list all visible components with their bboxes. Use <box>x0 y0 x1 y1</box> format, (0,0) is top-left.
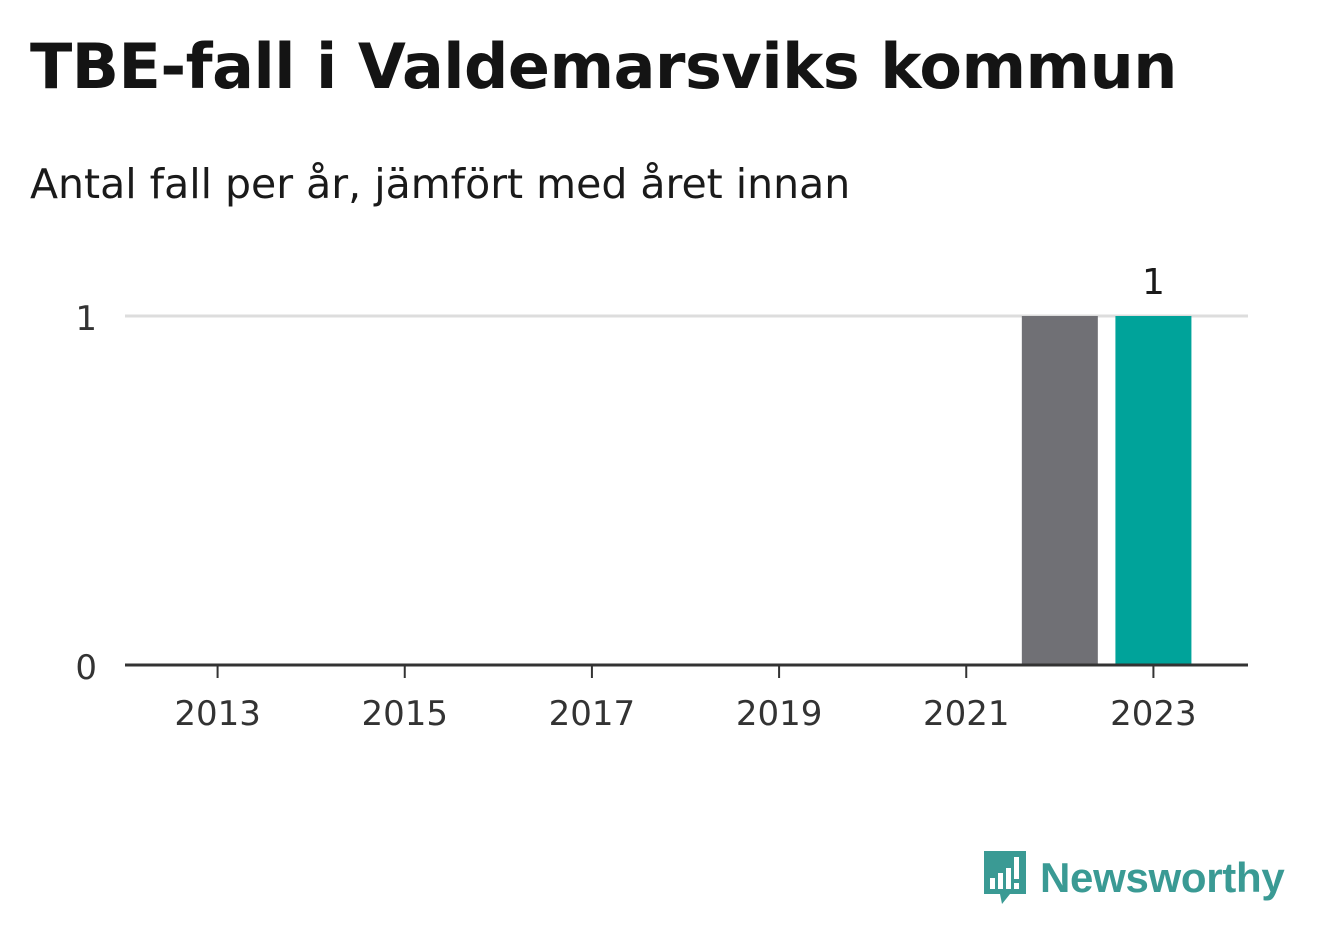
bar-2022-previous <box>1021 316 1098 665</box>
y-tick-label-0: 0 <box>75 648 97 688</box>
x-tick-label-2015: 2015 <box>361 694 448 734</box>
newsworthy-logo: Newsworthy <box>980 848 1285 908</box>
data-label-2023: 1 <box>1142 262 1165 303</box>
x-tick-label-2019: 2019 <box>736 694 823 734</box>
newsworthy-logo-icon <box>984 851 1026 904</box>
x-tick-label-2021: 2021 <box>923 694 1010 734</box>
x-tick-label-2017: 2017 <box>549 694 636 734</box>
chart-subtitle: Antal fall per år, jämfört med året inna… <box>30 160 851 208</box>
x-tick-label-2013: 2013 <box>174 694 261 734</box>
brand-name: Newsworthy <box>1040 854 1285 901</box>
bar-2023-current <box>1115 316 1192 665</box>
y-tick-label-1: 1 <box>75 299 97 339</box>
chart-title: TBE-fall i Valdemarsviks kommun <box>30 30 1177 103</box>
x-tick-label-2023: 2023 <box>1110 694 1197 734</box>
